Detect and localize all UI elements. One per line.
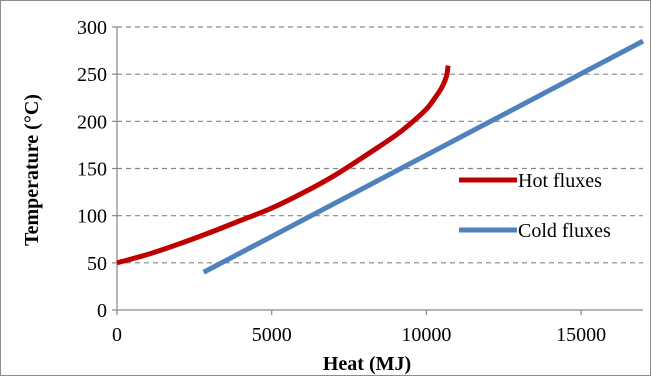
legend-label-cold-fluxes: Cold fluxes xyxy=(518,220,611,242)
x-tick-label-10000: 10000 xyxy=(401,324,451,346)
y-axis-title: Temperature (°C) xyxy=(21,94,43,246)
legend-label-hot-fluxes: Hot fluxes xyxy=(518,170,602,192)
x-axis-title: Heat (MJ) xyxy=(323,353,411,375)
axes xyxy=(112,26,643,315)
tick-labels: 0 50 100 150 200 250 300 0 5000 10000 15000 xyxy=(77,17,606,346)
y-tick-label-0: 0 xyxy=(97,300,107,322)
series-line-hot-fluxes xyxy=(116,65,451,266)
x-tick-label-0: 0 xyxy=(112,324,122,346)
grid-lines xyxy=(117,26,643,264)
data-series xyxy=(116,38,645,275)
y-tick-label-100: 100 xyxy=(77,206,107,228)
x-tick-label-5000: 5000 xyxy=(252,324,292,346)
y-tick-label-200: 200 xyxy=(77,111,107,133)
y-tick-label-300: 300 xyxy=(77,17,107,39)
series-line-cold-fluxes xyxy=(202,38,645,275)
x-tick-label-15000: 15000 xyxy=(556,324,606,346)
y-tick-label-250: 250 xyxy=(77,64,107,86)
y-tick-label-150: 150 xyxy=(77,159,107,181)
legend: Hot fluxes Cold fluxes xyxy=(459,170,611,242)
y-tick-label-50: 50 xyxy=(87,253,107,275)
